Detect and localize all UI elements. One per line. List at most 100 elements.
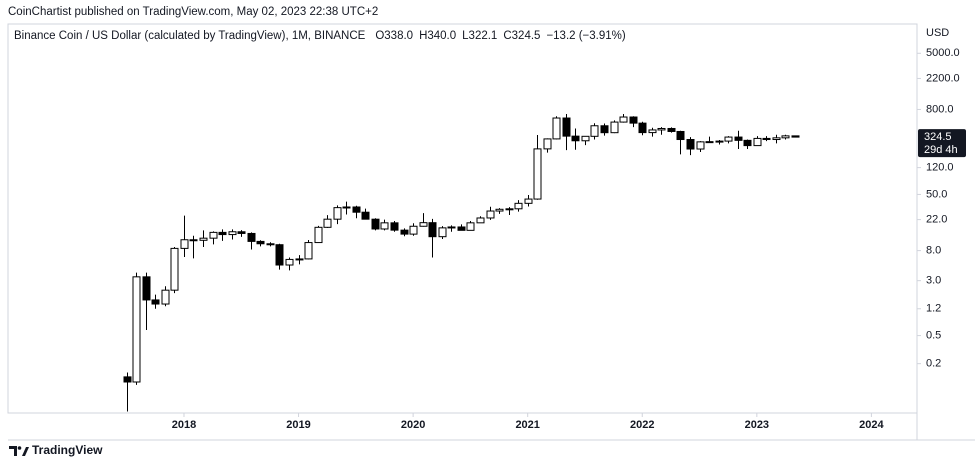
ohlc-value: H340.0: [419, 30, 456, 42]
candle-body: [170, 247, 179, 291]
y-tick-label: 22.0: [926, 214, 947, 226]
y-tick-label: 120.0: [926, 162, 954, 174]
x-tick-label: 2021: [515, 419, 539, 431]
symbol-title: Binance Coin / US Dollar (calculated by …: [14, 30, 366, 42]
candle-body: [619, 116, 628, 123]
x-tick-label: 2019: [286, 419, 310, 431]
candle-body: [590, 125, 599, 137]
candle-body: [209, 231, 218, 239]
candle-body: [696, 141, 705, 150]
candle-body: [486, 210, 495, 219]
brand-name: TradingView: [32, 443, 103, 457]
candle-body: [505, 208, 514, 211]
countdown-label: 29d 4h: [924, 144, 958, 156]
candle-body: [524, 198, 533, 204]
published-note: CoinChartist published on TradingView.co…: [8, 6, 378, 18]
candle-body: [295, 258, 304, 261]
candle-body: [495, 208, 504, 212]
candle-body: [552, 117, 561, 140]
candle-body: [285, 258, 294, 266]
candle-body: [791, 135, 800, 138]
candle-body: [457, 226, 466, 231]
candle-body: [352, 206, 361, 213]
candle-body: [189, 239, 198, 242]
candle-body: [762, 137, 771, 141]
candle-body: [734, 136, 743, 141]
y-tick-label: 2200.0: [926, 72, 960, 84]
candle-body: [151, 299, 160, 305]
candle-body: [543, 138, 552, 150]
candle-body: [476, 217, 485, 224]
candle-body: [667, 127, 676, 132]
candle-body: [533, 148, 542, 200]
candle-body: [610, 121, 619, 134]
candle-body: [342, 206, 351, 209]
candle-body: [705, 141, 714, 144]
y-tick-label: 800.0: [926, 103, 954, 115]
candle-body: [237, 231, 246, 234]
candle-body: [629, 116, 638, 124]
candle-body: [571, 135, 580, 142]
candle-body: [428, 222, 437, 238]
candle-body: [390, 222, 399, 231]
candle-body: [648, 129, 657, 134]
x-tick-label: 2022: [630, 419, 654, 431]
candle-body: [132, 276, 141, 383]
candle-body: [772, 137, 781, 141]
plot-frame: [7, 23, 918, 414]
y-tick-label: 1.2: [926, 303, 941, 315]
candle-body: [409, 225, 418, 235]
last-price-badge: [918, 129, 966, 158]
candle-body: [256, 240, 265, 245]
candle-body: [333, 207, 342, 220]
candle-body: [142, 276, 151, 301]
ohlc-value: O338.0: [375, 30, 413, 42]
candle-body: [438, 227, 447, 238]
ohlc-value: C324.5: [503, 30, 540, 42]
candle-body: [314, 226, 323, 244]
candle-body: [600, 125, 609, 134]
candle-body: [304, 242, 313, 260]
candle-body: [218, 231, 227, 236]
candle-body: [180, 239, 189, 249]
y-tick-label: 8.0: [926, 245, 941, 257]
candle-body: [715, 140, 724, 143]
candle-body: [199, 237, 208, 241]
candle-body: [676, 130, 685, 141]
x-tick-label: 2018: [172, 419, 196, 431]
candle-body: [724, 136, 733, 142]
candle-body: [361, 211, 370, 220]
candle-body: [371, 218, 380, 230]
candle-body: [266, 243, 275, 246]
candle-body: [514, 202, 523, 210]
candle-body: [123, 376, 132, 383]
candle-body: [781, 135, 790, 139]
candle-body: [562, 117, 571, 137]
candle-body: [247, 232, 256, 242]
candle-body: [657, 127, 666, 131]
x-tick-label: 2020: [401, 419, 425, 431]
y-tick-label: 0.2: [926, 358, 941, 370]
y-axis-label: USD: [926, 27, 949, 39]
candle-body: [447, 226, 456, 229]
y-tick-label: 3.0: [926, 275, 941, 287]
candle-body: [743, 139, 752, 147]
y-tick-label: 5000.0: [926, 47, 960, 59]
candle-body: [686, 139, 695, 150]
candle-body: [323, 218, 332, 228]
candle-body: [581, 135, 590, 142]
ohlc-value: L322.1: [462, 30, 497, 42]
candle-body: [753, 137, 762, 147]
candle-body: [380, 222, 389, 230]
candle-body: [419, 222, 428, 227]
candle-body: [275, 244, 284, 266]
x-tick-label: 2023: [745, 419, 769, 431]
candle-body: [228, 231, 237, 236]
brand-logo: [9, 446, 29, 456]
symbol-legend: Binance Coin / US Dollar (calculated by …: [14, 30, 366, 42]
candle-body: [466, 222, 475, 231]
candle-body: [638, 122, 647, 134]
candle-body: [161, 289, 170, 305]
ohlc-value: −13.2 (−3.91%): [546, 30, 625, 42]
